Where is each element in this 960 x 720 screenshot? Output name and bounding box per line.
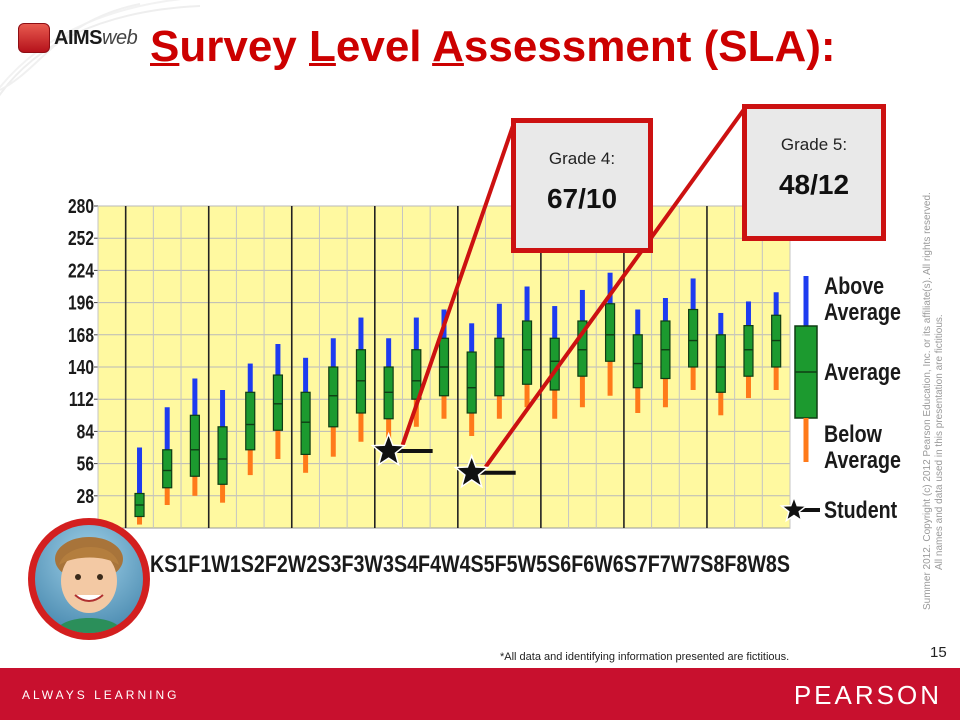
title-letter-s: S <box>150 22 180 71</box>
aimsweb-logo-text: AIMSweb <box>54 26 138 50</box>
title-part-evel: evel <box>335 22 433 71</box>
logo-text-web: web <box>102 26 138 49</box>
copyright-line-1: Summer 2012. Copyright (c) 2012 Pearson … <box>922 192 933 610</box>
legend-student-label: Student <box>824 496 898 523</box>
box-3W <box>328 366 339 428</box>
y-tick-label-112: 112 <box>69 388 94 410</box>
y-tick-label-56: 56 <box>77 453 94 475</box>
copyright-notice: Summer 2012. Copyright (c) 2012 Pearson … <box>922 70 946 610</box>
box-6S <box>604 303 616 362</box>
callout-grade5-label: Grade 5: <box>780 135 848 154</box>
legend-average-label: Average <box>824 358 901 385</box>
student-avatar <box>28 518 150 640</box>
box-5S <box>521 320 533 385</box>
footer-bar: ALWAYS LEARNING PEARSON <box>0 668 960 720</box>
box-2W <box>245 391 256 451</box>
box-2S <box>272 374 284 431</box>
y-tick-label-28: 28 <box>77 485 94 507</box>
y-tick-label-224: 224 <box>68 260 94 282</box>
legend-above-label-2: Average <box>824 298 901 325</box>
y-tick-label-84: 84 <box>77 421 94 443</box>
callout-grade5-value: 48/12 <box>778 169 850 200</box>
footer-brand: PEARSON <box>793 680 942 710</box>
box-7F <box>632 334 643 389</box>
title-letter-l: L <box>309 22 336 71</box>
y-tick-label-252: 252 <box>68 227 94 249</box>
callout-leader-4F <box>400 119 517 446</box>
y-tick-label-140: 140 <box>68 356 94 378</box>
student-star-5F <box>453 453 490 489</box>
box-6W <box>577 320 588 377</box>
y-tick-label-280: 280 <box>68 195 94 217</box>
student-star-4F <box>370 431 407 467</box>
page-number: 15 <box>930 644 947 661</box>
box-1W <box>162 449 173 489</box>
x-axis-label-area <box>146 530 794 584</box>
callout-grade4-label: Grade 4: <box>548 149 616 168</box>
box-2F <box>217 426 228 485</box>
x-axis-category-labels: KS1F1W1S2F2W2S3F3W3S4F4W4S5F5W5S6F6W6S7F… <box>150 551 790 578</box>
aimsweb-logo: AIMSweb <box>18 23 138 53</box>
title-part-urvey: urvey <box>179 22 309 71</box>
student-face-icon <box>55 537 123 633</box>
box-3F <box>300 391 311 455</box>
y-tick-label-168: 168 <box>68 324 94 346</box>
aimsweb-logo-icon <box>18 23 50 53</box>
copyright-line-2: All names and data used in this presenta… <box>934 314 945 570</box>
legend-below-label-2: Average <box>824 446 901 473</box>
student-photo <box>35 525 143 633</box>
box-4W <box>411 349 422 400</box>
box-8F <box>715 334 726 393</box>
box-5F <box>466 351 477 414</box>
footer-tagline: ALWAYS LEARNING <box>22 688 180 702</box>
slide-title: Survey Level Assessment (SLA): <box>150 22 836 72</box>
callout-grade4-value: 67/10 <box>546 183 618 214</box>
callout-leader-5F <box>484 106 747 468</box>
box-8W <box>743 325 754 377</box>
y-tick-label-196: 196 <box>68 292 94 314</box>
logo-text-aims: AIMS <box>54 26 103 49</box>
title-part-rest: ssessment (SLA): <box>463 22 836 71</box>
title-letter-a: A <box>432 22 464 71</box>
callout-grade4: Grade 4: 67/10 <box>511 118 653 253</box>
callout-grade5: Grade 5: 48/12 <box>742 104 886 241</box>
legend-below-label-1: Below <box>824 420 883 447</box>
legend-student-star <box>779 494 809 523</box>
box-7S <box>688 308 699 368</box>
box-1S <box>189 414 200 477</box>
legend-above-label-1: Above <box>824 272 884 299</box>
fictitious-data-footnote: *All data and identifying information pr… <box>500 651 790 663</box>
